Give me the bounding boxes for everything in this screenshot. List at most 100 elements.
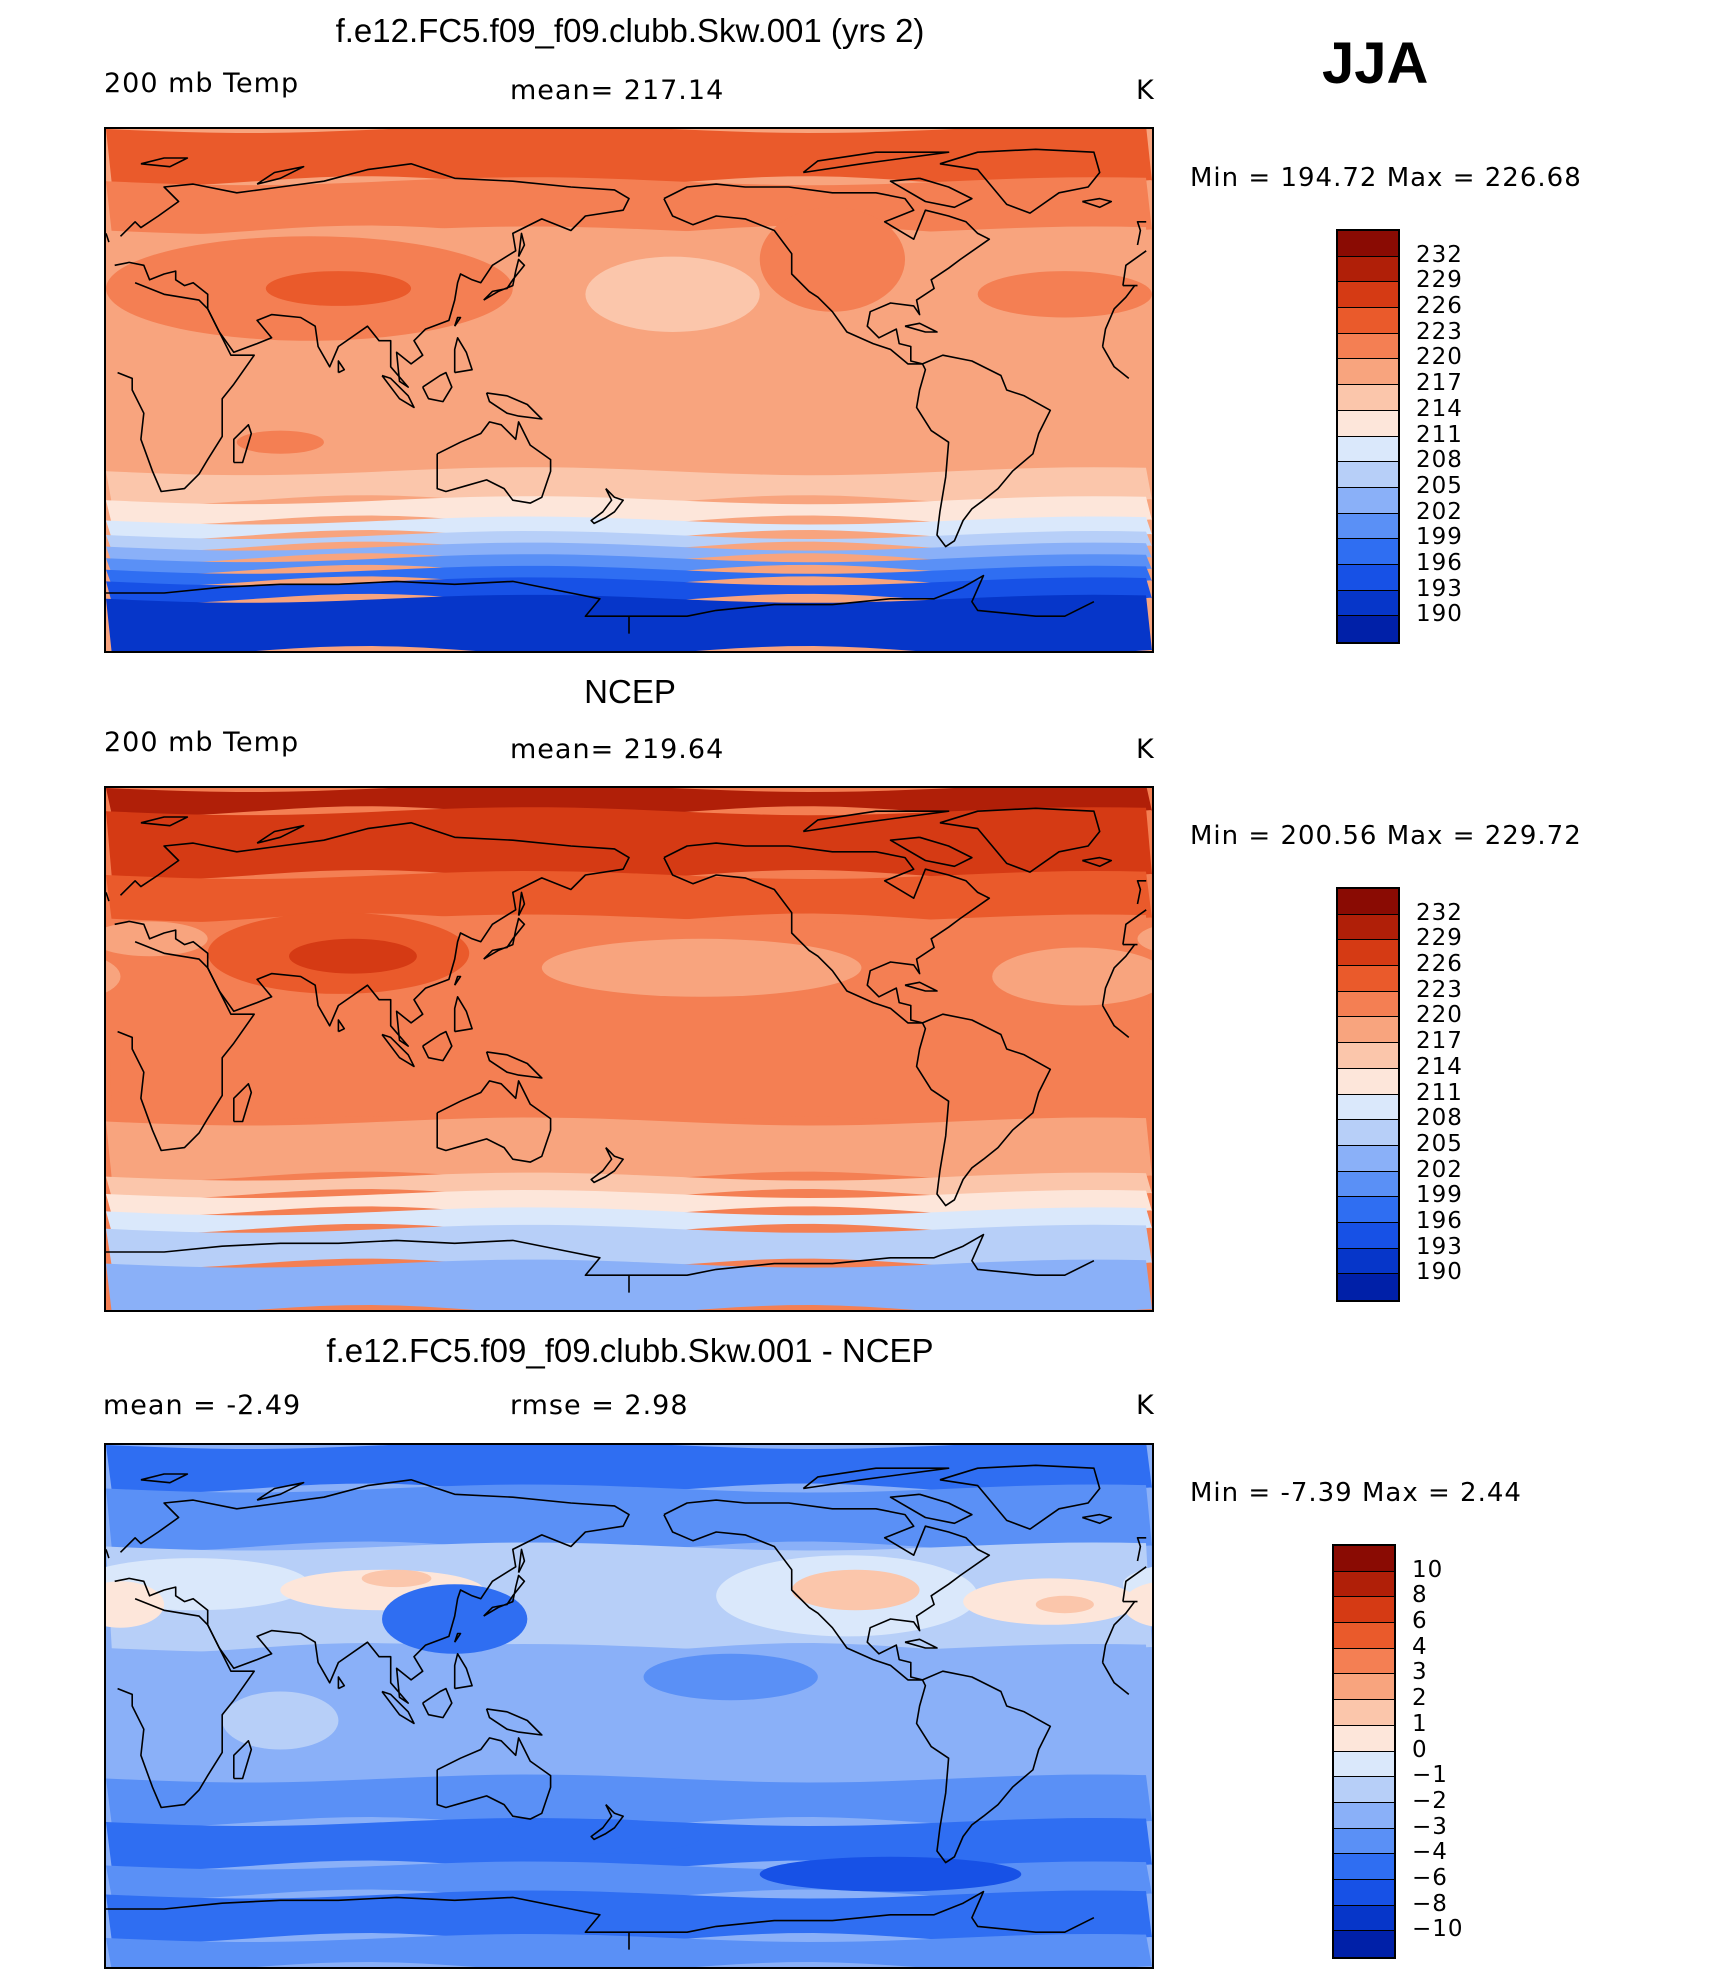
- colorbar-tick-label: 214: [1416, 395, 1463, 422]
- min-max-obs: Min = 200.56 Max = 229.72: [1190, 821, 1582, 851]
- colorbar-tick-label: 8: [1412, 1582, 1428, 1609]
- colorbar-tick-label: 196: [1416, 549, 1463, 576]
- colorbar-swatch: [1338, 1274, 1398, 1300]
- coastline-borneo: [421, 1030, 453, 1062]
- contour-blob: [1122, 1582, 1152, 1627]
- coastline-philippines: [453, 996, 473, 1033]
- colorbar-tick-label: 229: [1416, 925, 1463, 952]
- contour-band: [106, 577, 1152, 604]
- colorbar-swatch: [1338, 1120, 1398, 1146]
- contour-blob: [585, 256, 760, 332]
- panel-title-diff: f.e12.FC5.f09_f09.clubb.Skw.001 - NCEP: [326, 1332, 934, 1369]
- panel-left-label-model: 200 mb Temp: [104, 68, 300, 99]
- contour-band: [106, 467, 1152, 506]
- min-max-model: Min = 194.72 Max = 226.68: [1190, 163, 1582, 193]
- coastline-antarctica: [106, 574, 1095, 634]
- coastline-arctic-islands: [802, 1467, 950, 1490]
- contour-fill: [106, 129, 1152, 651]
- contour-blob: [236, 430, 324, 454]
- colorbar-swatch: [1334, 1597, 1394, 1624]
- coastline-sakhalin: [517, 1548, 526, 1573]
- colorbar-tick-label: −6: [1412, 1864, 1448, 1891]
- coastline-new-zealand: [590, 1804, 624, 1841]
- contour-band: [106, 496, 1152, 526]
- coastline-antarctica: [106, 1233, 1095, 1293]
- colorbar-tick-label: 193: [1416, 575, 1463, 602]
- coastline-new-guinea: [485, 1708, 543, 1736]
- coastline-cuba: [904, 981, 938, 992]
- coastline-japan: [483, 1574, 526, 1617]
- coastline-japan: [483, 917, 526, 960]
- colorbar-model: [1336, 229, 1400, 644]
- map-svg-obs: [106, 788, 1152, 1310]
- coastline-novaya-zemlya: [256, 165, 305, 185]
- coastline-madagascar: [233, 424, 253, 464]
- colorbar-tick-label: 214: [1416, 1053, 1463, 1080]
- panel-rmse-label-diff: rmse = 2.98: [510, 1390, 689, 1421]
- colorbar-swatch: [1334, 1751, 1394, 1778]
- contour-band: [106, 1934, 1152, 1967]
- coastlines: [106, 807, 1147, 1293]
- contour-band: [106, 1890, 1152, 1943]
- coastlines: [106, 148, 1147, 634]
- contour-band: [106, 788, 1152, 817]
- contour-band: [106, 1190, 1152, 1217]
- colorbar-swatch: [1334, 1546, 1394, 1572]
- colorbar-tick-label: 3: [1412, 1659, 1428, 1686]
- coastline-iceland: [1082, 197, 1113, 209]
- coastline-borneo: [421, 371, 453, 403]
- coastline-sumatra: [381, 1033, 415, 1068]
- colorbar-swatch: [1338, 889, 1398, 915]
- coastline-africa: [117, 940, 1136, 1152]
- colorbar-swatch: [1338, 1043, 1398, 1069]
- coastline-cuba: [904, 322, 938, 333]
- colorbar-swatch: [1338, 1171, 1398, 1198]
- colorbar-swatch: [1334, 1905, 1394, 1932]
- coastline-new-guinea: [485, 1051, 543, 1079]
- contour-blob: [977, 271, 1152, 318]
- contour-blob: [541, 938, 862, 997]
- colorbar-tick-label: −8: [1412, 1890, 1448, 1917]
- contour-band: [106, 1774, 1152, 1827]
- coastline-greenland: [939, 1464, 1101, 1530]
- coastline-novaya-zemlya: [256, 1481, 305, 1501]
- colorbar-tick-label: 226: [1416, 951, 1463, 978]
- colorbar-swatch: [1338, 359, 1398, 386]
- colorbar-tick-label: 202: [1416, 498, 1463, 525]
- colorbar-tick-label: 6: [1412, 1608, 1428, 1635]
- coastline-novaya-zemlya: [256, 824, 305, 844]
- colorbar-swatch: [1338, 333, 1398, 360]
- colorbar-swatch: [1338, 1017, 1398, 1044]
- colorbar-swatch: [1338, 231, 1398, 257]
- colorbar-swatch: [1338, 1222, 1398, 1249]
- colorbar-tick-label: 196: [1416, 1207, 1463, 1234]
- colorbar-tick-label: 199: [1416, 1182, 1463, 1209]
- colorbar-tick-label: 202: [1416, 1156, 1463, 1183]
- colorbar-tick-label: 232: [1416, 241, 1463, 268]
- colorbar-tick-label: −2: [1412, 1787, 1448, 1814]
- contour-blob: [992, 947, 1152, 1006]
- colorbar-tick-label: 0: [1412, 1736, 1428, 1763]
- coastline-australia: [436, 1080, 552, 1163]
- colorbar-swatch: [1338, 991, 1398, 1018]
- coastline-sakhalin: [517, 891, 526, 916]
- map-svg-model: [106, 129, 1152, 651]
- coastline-iceland: [1082, 856, 1113, 868]
- contour-fill: [106, 788, 1152, 1310]
- colorbar-tick-label: 2: [1412, 1685, 1428, 1712]
- colorbar-swatch: [1338, 308, 1398, 334]
- colorbar-swatch: [1338, 539, 1398, 565]
- coastline-sumatra: [381, 1690, 415, 1725]
- coastline-south-america: [915, 1670, 1052, 1864]
- contour-band: [106, 516, 1152, 540]
- map-diff: [104, 1443, 1154, 1969]
- colorbar-swatch: [1334, 1700, 1394, 1726]
- colorbar-tick-label: 223: [1416, 976, 1463, 1003]
- coastline-sakhalin: [517, 232, 526, 257]
- coastline-new-zealand: [590, 488, 624, 525]
- colorbar-tick-label: −3: [1412, 1813, 1448, 1840]
- colorbar-tick-label: 229: [1416, 267, 1463, 294]
- panel-left-label-obs: 200 mb Temp: [104, 727, 300, 758]
- colorbar-swatch: [1334, 1931, 1394, 1957]
- contour-band: [106, 542, 1152, 564]
